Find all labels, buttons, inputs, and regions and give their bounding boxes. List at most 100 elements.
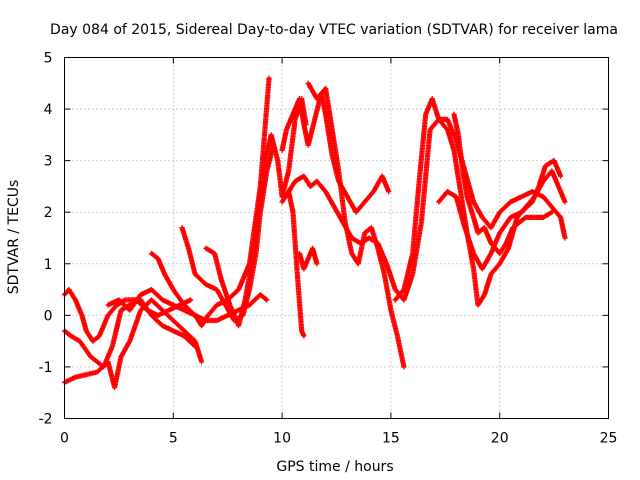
data-point-run — [395, 334, 407, 368]
data-point-run — [471, 267, 481, 307]
data-point-run — [162, 272, 176, 291]
data-point-run — [530, 185, 541, 204]
y-tick-label: 0 — [44, 308, 53, 324]
data-point-run — [388, 309, 400, 338]
data-point-run — [489, 262, 502, 276]
data-point-run — [451, 113, 461, 136]
data-point-run — [410, 180, 422, 255]
data-point-run — [119, 339, 132, 358]
data-point-run — [193, 272, 208, 286]
data-point-run — [112, 355, 124, 389]
data-point-run — [471, 216, 481, 235]
data-point-run — [286, 118, 298, 172]
data-point-run — [536, 164, 548, 188]
data-point-run — [482, 272, 494, 296]
data-point-run — [541, 195, 554, 209]
data-point-run — [219, 278, 232, 307]
data-point-run — [294, 273, 305, 332]
data-point-run — [179, 226, 191, 250]
data-point-run — [67, 288, 78, 302]
x-tick-label: 20 — [491, 431, 509, 447]
data-point-run — [97, 314, 110, 338]
data-point-run — [541, 210, 554, 220]
data-point-run — [223, 303, 237, 322]
data-point-run — [497, 241, 509, 255]
data-point-run — [206, 303, 219, 317]
data-point-run — [482, 226, 494, 245]
data-point-run — [363, 190, 376, 204]
y-tick-label: 4 — [44, 102, 53, 118]
x-axis-label: GPS time / hours — [276, 459, 393, 475]
data-point-run — [355, 231, 368, 265]
data-point-run — [471, 252, 485, 271]
data-point — [562, 235, 568, 241]
data-point-run — [91, 334, 101, 343]
data-point-run — [517, 215, 528, 225]
data-point-run — [101, 345, 115, 369]
data-point-run — [455, 133, 466, 172]
data-point-run — [445, 128, 457, 152]
data-point — [562, 199, 568, 205]
data-point-run — [451, 149, 463, 193]
data-point — [549, 209, 555, 215]
data-point-run — [128, 293, 143, 312]
data-point-run — [286, 190, 296, 214]
data-point-run — [460, 169, 470, 198]
data-point-run — [511, 220, 521, 230]
data-point-run — [380, 174, 391, 193]
data-point-run — [171, 288, 186, 307]
y-tick-label: 3 — [44, 154, 53, 170]
x-tick-label: 25 — [600, 431, 618, 447]
data-point-run — [549, 169, 561, 188]
data-point — [314, 261, 320, 267]
data-point-run — [249, 211, 261, 265]
data-point-run — [445, 118, 459, 142]
data-point-run — [345, 195, 358, 214]
data-point-run — [306, 81, 319, 101]
data-point-run — [150, 288, 164, 302]
data-point-run — [418, 128, 433, 224]
data-point-run — [369, 226, 380, 250]
data-point-run — [89, 354, 106, 369]
data-point-run — [410, 221, 424, 276]
data-point-run — [323, 87, 335, 131]
data-point-run — [342, 221, 355, 255]
data-point-run — [550, 205, 563, 219]
data-point-run — [106, 303, 119, 317]
data-point-run — [79, 314, 89, 333]
data-point — [558, 173, 564, 179]
x-tick-label: 5 — [169, 431, 178, 447]
data-point-run — [323, 190, 337, 209]
data-point-run — [290, 211, 300, 276]
data-point-run — [556, 185, 567, 204]
data-point-run — [236, 298, 248, 327]
y-axis-label: SDTVAR / TECUs — [6, 180, 22, 295]
data-point-run — [73, 298, 84, 317]
data-point-run — [310, 247, 320, 265]
data-point-run — [127, 309, 143, 343]
data-point-run — [62, 329, 73, 338]
data-point-run — [332, 205, 345, 224]
data-point — [401, 364, 407, 370]
data-point-run — [401, 272, 415, 302]
x-tick-label: 15 — [382, 431, 400, 447]
data-point — [301, 333, 307, 339]
data-point-run — [150, 251, 160, 261]
data-point-run — [315, 179, 328, 194]
y-tick-label: -1 — [39, 360, 53, 376]
data-point-run — [110, 309, 124, 348]
chart-title: Day 084 of 2015, Sidereal Day-to-day VTE… — [50, 22, 618, 38]
plot-frame — [64, 57, 609, 419]
data-point-run — [305, 118, 317, 147]
data-point-run — [236, 262, 252, 291]
data-point-run — [462, 226, 476, 255]
data-point-run — [382, 273, 394, 312]
data-point-run — [214, 288, 228, 307]
data-point-run — [171, 318, 186, 333]
data-point-run — [329, 128, 342, 173]
data-point-run — [371, 174, 385, 193]
data-point-run — [150, 313, 164, 328]
data-point-run — [297, 97, 307, 126]
data-point-run — [284, 113, 295, 131]
data-point-run — [336, 169, 348, 224]
